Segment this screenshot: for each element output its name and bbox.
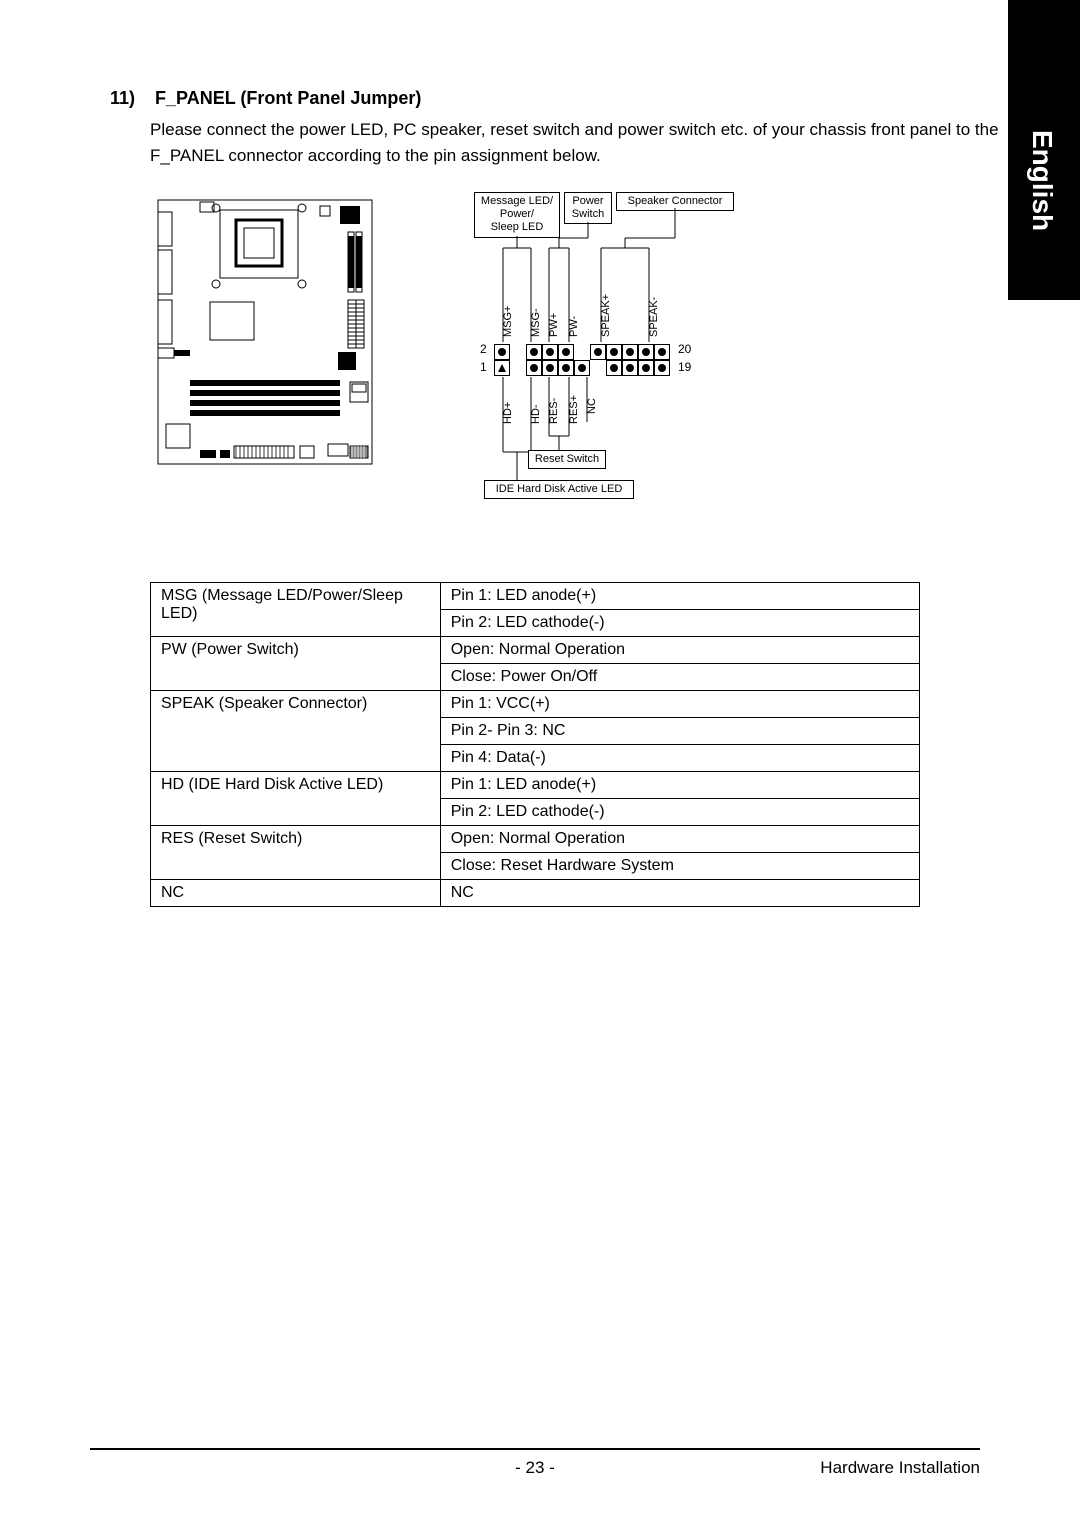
pin-assignment-table: MSG (Message LED/Power/Sleep LED)Pin 1: … xyxy=(150,582,920,907)
pin-label-speak-minus: SPEAK- xyxy=(648,297,660,337)
table-cell-value: Pin 2: LED cathode(-) xyxy=(440,610,919,637)
pin-label-nc: NC xyxy=(586,398,598,414)
pinout-label-hd: IDE Hard Disk Active LED xyxy=(484,480,634,499)
footer-page-number: - 23 - xyxy=(515,1458,555,1478)
table-cell-value: Pin 1: LED anode(+) xyxy=(440,583,919,610)
pin-label-msg-plus: MSG+ xyxy=(502,306,514,337)
pin-num-1: 1 xyxy=(480,360,487,374)
table-row: MSG (Message LED/Power/Sleep LED)Pin 1: … xyxy=(151,583,920,610)
section-description: Please connect the power LED, PC speaker… xyxy=(150,117,1010,168)
pin-label-res-minus: RES- xyxy=(548,398,560,424)
pin-label-msg-minus: MSG- xyxy=(530,308,542,337)
figures-row: Message LED/ Power/ Sleep LED Power Swit… xyxy=(150,192,1010,502)
section-heading: 11) F_PANEL (Front Panel Jumper) xyxy=(110,88,1010,109)
pin-num-20: 20 xyxy=(678,342,691,356)
table-row: RES (Reset Switch)Open: Normal Operation xyxy=(151,826,920,853)
table-row: SPEAK (Speaker Connector)Pin 1: VCC(+) xyxy=(151,691,920,718)
language-tab-text: English xyxy=(1026,130,1058,231)
pin-label-speak-plus: SPEAK+ xyxy=(600,294,612,337)
table-row: HD (IDE Hard Disk Active LED)Pin 1: LED … xyxy=(151,772,920,799)
pin-num-2: 2 xyxy=(480,342,487,356)
table-row: PW (Power Switch)Open: Normal Operation xyxy=(151,637,920,664)
table-cell-label: PW (Power Switch) xyxy=(151,637,441,691)
pinout-label-reset: Reset Switch xyxy=(528,450,606,469)
section-number: 11) xyxy=(110,88,135,108)
table-cell-value: Close: Power On/Off xyxy=(440,664,919,691)
table-cell-label: NC xyxy=(151,880,441,907)
table-cell-value: Pin 4: Data(-) xyxy=(440,745,919,772)
table-cell-value: NC xyxy=(440,880,919,907)
pin-label-pw-minus: PW- xyxy=(568,316,580,337)
language-tab: English xyxy=(1008,0,1080,300)
pin-header-top-row xyxy=(494,344,670,360)
table-cell-value: Pin 1: LED anode(+) xyxy=(440,772,919,799)
pin-label-hd-minus: HD- xyxy=(530,404,542,424)
pin-label-pw-plus: PW+ xyxy=(548,313,560,337)
section-title: F_PANEL (Front Panel Jumper) xyxy=(155,88,421,108)
pin-header-bottom-row xyxy=(494,360,670,376)
table-cell-label: SPEAK (Speaker Connector) xyxy=(151,691,441,772)
pin-label-res-plus: RES+ xyxy=(568,395,580,424)
pin-num-19: 19 xyxy=(678,360,691,374)
table-cell-value: Pin 2- Pin 3: NC xyxy=(440,718,919,745)
table-cell-label: MSG (Message LED/Power/Sleep LED) xyxy=(151,583,441,637)
table-cell-value: Open: Normal Operation xyxy=(440,637,919,664)
table-cell-value: Pin 2: LED cathode(-) xyxy=(440,799,919,826)
table-row: NCNC xyxy=(151,880,920,907)
table-cell-value: Close: Reset Hardware System xyxy=(440,853,919,880)
table-cell-value: Open: Normal Operation xyxy=(440,826,919,853)
pinout-figure: Message LED/ Power/ Sleep LED Power Swit… xyxy=(470,192,780,502)
motherboard-figure xyxy=(150,192,380,472)
pin-label-hd-plus: HD+ xyxy=(502,402,514,424)
document-page: English 11) F_PANEL (Front Panel Jumper)… xyxy=(0,0,1080,1532)
table-cell-value: Pin 1: VCC(+) xyxy=(440,691,919,718)
page-footer: - 23 - Hardware Installation xyxy=(90,1448,980,1478)
table-cell-label: HD (IDE Hard Disk Active LED) xyxy=(151,772,441,826)
table-cell-label: RES (Reset Switch) xyxy=(151,826,441,880)
footer-section-name: Hardware Installation xyxy=(820,1458,980,1478)
